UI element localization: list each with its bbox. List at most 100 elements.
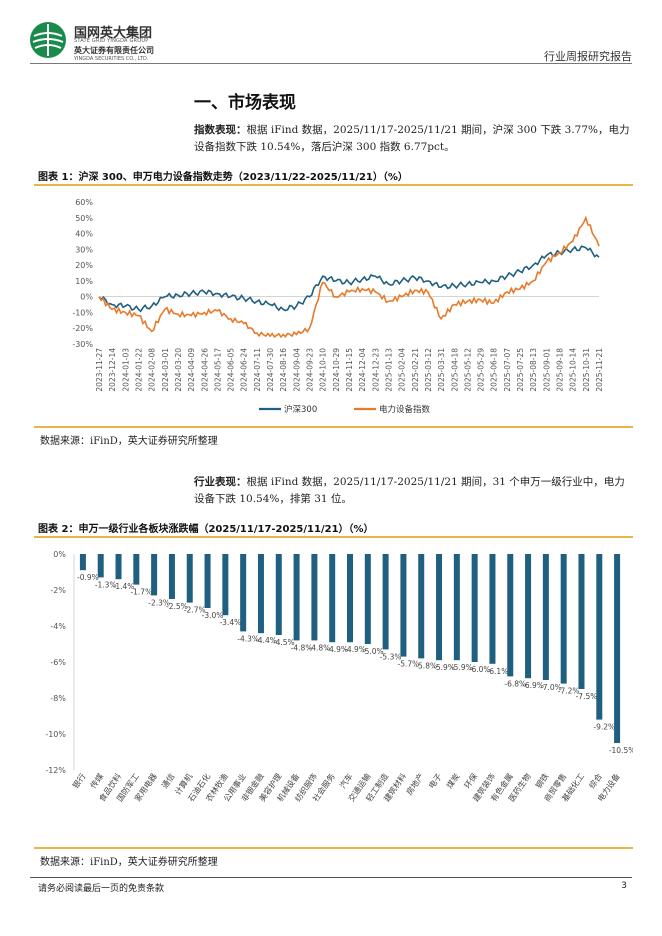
data-label: -2.7% [184,606,206,615]
x-tick-label: 2024-04-09 [187,348,196,392]
footer-disclaimer: 请务必阅读最后一页的免责条款 [38,884,165,894]
y-tick-label: -10% [45,730,66,739]
data-label: -5.9% [433,663,455,672]
x-tick-label: 2025-02-04 [398,348,407,392]
footer-divider [30,877,632,878]
figure1-title: 图表 1：沪深 300、申万电力设备指数走势（2023/11/22-2025/1… [38,172,408,183]
x-tick-label: 2024-05-17 [213,348,222,392]
header-divider [30,63,632,64]
data-label: -3.0% [202,611,224,620]
x-tick-label: 2025-07-25 [516,348,525,392]
category-label: 通信 [159,771,176,790]
paragraph-lead: 行业表现： [194,476,247,488]
y-tick-label: -20% [72,324,93,333]
category-label: 综合 [587,771,604,790]
data-label: -10.5% [609,746,633,755]
series-line-1 [98,215,600,339]
bar [525,554,532,679]
category-label: 环保 [462,771,479,790]
bar [489,554,496,664]
bar [151,554,158,596]
data-label: -4.9% [326,645,348,654]
x-tick-label: 2025-09-01 [542,348,551,392]
figure1-bottom-divider [34,426,633,428]
bar-chart: 0% -2% -4% -6% -8% -10% -12% -0.9% 银行 -1.3% 传媒 -1.4… [45,550,633,803]
bar [453,554,460,661]
x-tick-label: 2024-06-05 [227,348,236,392]
x-tick-label: 2024-11-15 [345,348,354,392]
x-tick-label: 2025-03-12 [424,348,433,392]
y-tick-label: -30% [72,340,93,349]
data-label: -7.0% [540,683,562,692]
x-tick-label: 2024-02-08 [148,348,157,392]
paragraph-industry-performance: 行业表现：根据 iFind 数据，2025/11/17-2025/11/21 期… [194,474,634,508]
x-tick-label: 2025-09-18 [556,348,565,392]
company-name-cn: 国网英大集团 [74,26,153,41]
paragraph-lead: 指数表现： [194,124,247,136]
category-label: 房地产 [404,771,426,796]
data-label: -7.5% [576,692,598,701]
x-tick-label: 2024-07-11 [253,348,262,392]
bar [507,554,514,677]
bar [257,554,264,634]
data-label: -4.5% [273,638,295,647]
bar [596,554,603,720]
data-label: -5.7% [398,660,420,669]
line-chart: 60% 50% 40% 30% 20% 10% 0% -10% -20% -30%2023-11-… [72,198,604,415]
securities-name-cn: 英大证券有限责任公司 [74,46,154,55]
x-tick-label: 2025-11-21 [595,348,604,392]
series-line-0 [98,245,600,313]
data-label: -3.4% [219,618,241,627]
x-tick-label: 2024-12-23 [371,348,380,392]
figure1-source: 数据来源：iFinD，英大证券研究所整理 [40,436,218,447]
y-tick-label: 50% [75,214,93,223]
data-label: -7.2% [558,687,580,696]
bar [471,554,478,662]
x-tick-label: 2024-06-24 [240,348,249,392]
data-label: -2.5% [166,602,188,611]
bar [186,554,193,603]
bar [542,554,549,680]
x-tick-label: 2024-03-01 [161,348,170,392]
data-label: -1.4% [113,582,135,591]
data-label: -5.9% [451,663,473,672]
x-tick-label: 2024-10-10 [319,348,328,392]
bar [400,554,407,657]
x-tick-label: 2023-11-27 [95,348,104,392]
data-label: -1.3% [95,580,117,589]
x-tick-label: 2025-01-13 [384,348,393,392]
x-tick-label: 2025-03-31 [437,348,446,392]
x-tick-label: 2024-04-26 [200,348,209,392]
y-tick-label: -10% [72,308,93,317]
bar [329,554,336,643]
x-tick-label: 2024-09-04 [292,348,301,392]
data-label: -6.8% [504,679,526,688]
figure2-divider [34,536,633,538]
x-tick-label: 2024-08-16 [279,348,288,392]
y-tick-label: -8% [50,694,66,703]
bar [275,554,282,635]
y-tick-label: -2% [50,586,66,595]
bar [364,554,371,644]
report-type: 行业周报研究报告 [544,50,632,63]
y-tick-label: 40% [75,230,93,239]
bar [222,554,229,616]
bar [79,554,86,571]
x-tick-label: 2025-02-21 [411,348,420,392]
paragraph-text: 根据 iFind 数据，2025/11/17-2025/11/21 期间，沪深 … [194,124,630,153]
x-tick-label: 2024-07-30 [266,348,275,392]
figure2-source: 数据来源：iFinD，英大证券研究所整理 [40,857,218,868]
category-label: 煤炭 [444,771,461,790]
figure1-divider [34,184,633,186]
paragraph-index-performance: 指数表现：根据 iFind 数据，2025/11/17-2025/11/21 期… [194,122,634,156]
bar [115,554,122,580]
x-tick-label: 2024-01-03 [121,348,130,392]
x-tick-label: 2024-01-22 [134,348,143,392]
bar [293,554,300,641]
bar [614,554,621,743]
y-tick-label: 0% [53,550,66,559]
bar [436,554,443,661]
section-title: 一、市场表现 [194,93,296,113]
x-tick-label: 2025-05-29 [477,348,486,392]
bar [347,554,353,643]
